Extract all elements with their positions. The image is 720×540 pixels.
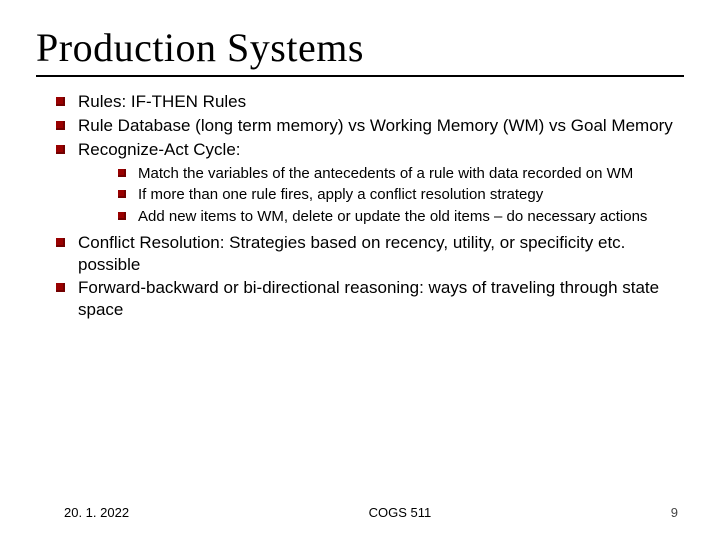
- bullet-item: Conflict Resolution: Strategies based on…: [56, 232, 684, 276]
- footer-date: 20. 1. 2022: [36, 505, 129, 520]
- sub-bullet-text: Match the variables of the antecedents o…: [138, 165, 633, 182]
- bullet-text: Recognize-Act Cycle:: [78, 140, 241, 159]
- title-rule: [36, 75, 684, 77]
- sub-bullet-item: Match the variables of the antecedents o…: [118, 164, 684, 183]
- bullet-item: Recognize-Act Cycle: Match the variables…: [56, 139, 684, 226]
- bullet-text: Rule Database (long term memory) vs Work…: [78, 116, 673, 135]
- footer: 20. 1. 2022 COGS 511 9: [36, 505, 684, 520]
- slide-title: Production Systems: [36, 24, 684, 71]
- slide: Production Systems Rules: IF-THEN Rules …: [0, 0, 720, 540]
- bullet-list: Rules: IF-THEN Rules Rule Database (long…: [36, 91, 684, 321]
- sub-bullet-list: Match the variables of the antecedents o…: [78, 164, 684, 226]
- bullet-text: Conflict Resolution: Strategies based on…: [78, 233, 625, 274]
- bullet-item: Rules: IF-THEN Rules: [56, 91, 684, 113]
- bullet-item: Forward-backward or bi-directional reaso…: [56, 277, 684, 321]
- bullet-text: Rules: IF-THEN Rules: [78, 92, 246, 111]
- sub-bullet-item: If more than one rule fires, apply a con…: [118, 185, 684, 204]
- bullet-text: Forward-backward or bi-directional reaso…: [78, 278, 659, 319]
- sub-bullet-text: Add new items to WM, delete or update th…: [138, 208, 647, 225]
- sub-bullet-item: Add new items to WM, delete or update th…: [118, 207, 684, 226]
- footer-course: COGS 511: [129, 505, 671, 520]
- bullet-item: Rule Database (long term memory) vs Work…: [56, 115, 684, 137]
- footer-page: 9: [671, 505, 684, 520]
- sub-bullet-text: If more than one rule fires, apply a con…: [138, 186, 543, 203]
